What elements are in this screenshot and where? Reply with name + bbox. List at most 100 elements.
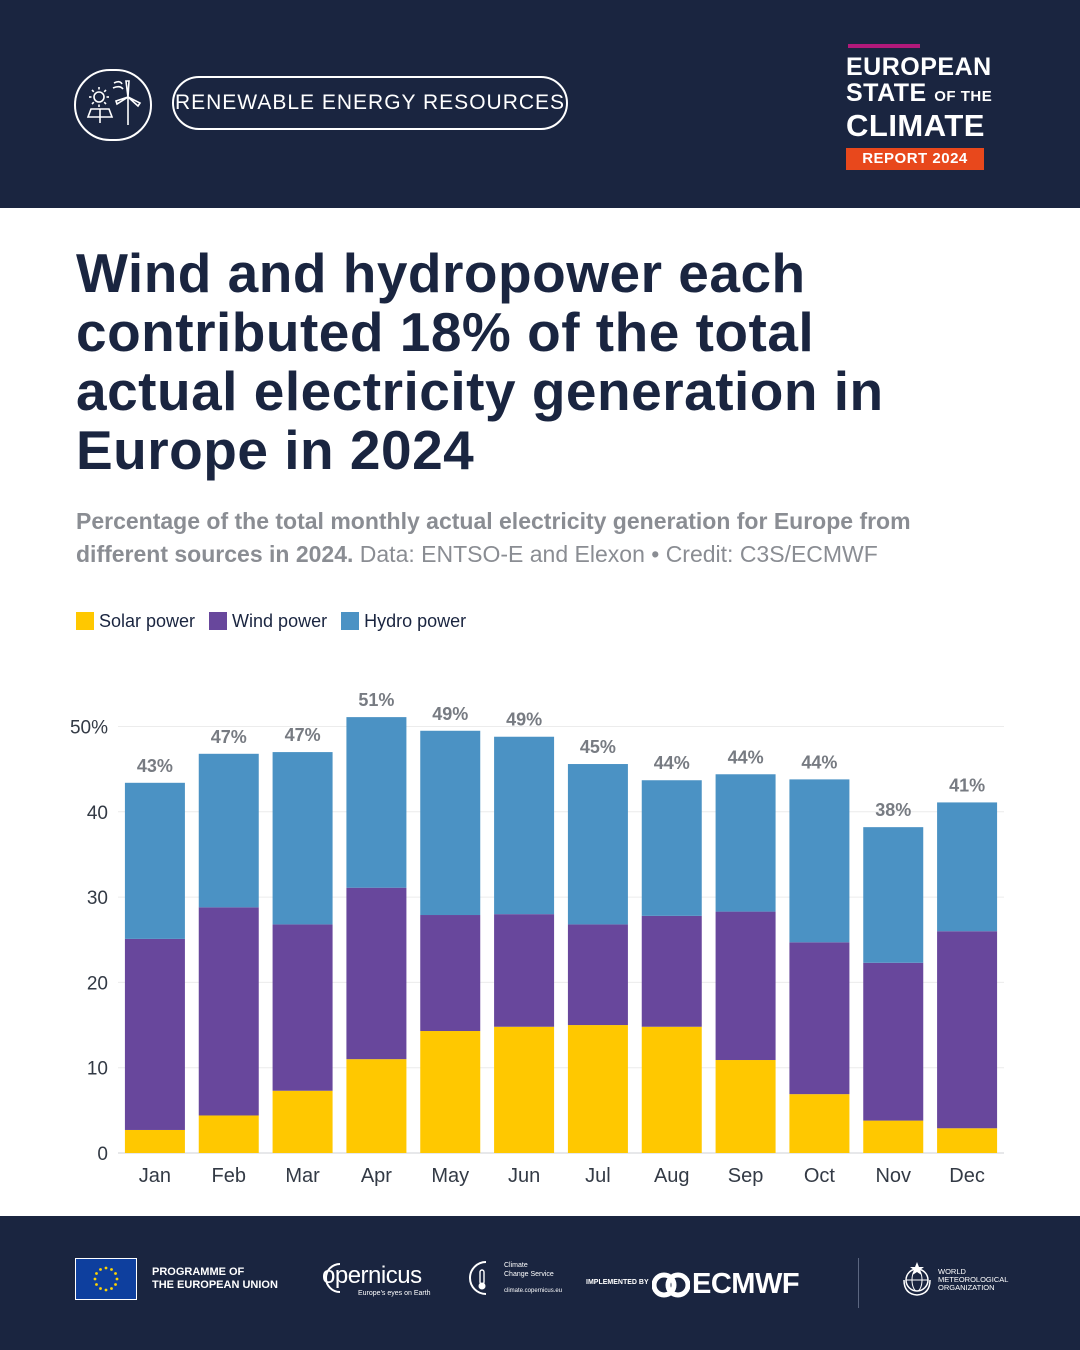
- bar-total-label: 44%: [654, 753, 690, 773]
- x-tick-label: Jun: [508, 1165, 540, 1187]
- report-line-3: CLIMATE: [846, 108, 985, 143]
- bar-segment-hydro-power: [789, 779, 850, 943]
- bar-segment-wind-power: [937, 931, 998, 1129]
- bar-segment-wind-power: [567, 924, 628, 1026]
- eu-star: [99, 1268, 102, 1271]
- bar-segment-solar-power: [937, 1128, 998, 1153]
- bar-segment-wind-power: [715, 911, 776, 1061]
- bar-total-label: 49%: [432, 704, 468, 724]
- bar-segment-solar-power: [198, 1115, 259, 1153]
- legend-label-wind: Wind power: [232, 610, 328, 631]
- x-tick-label: Apr: [361, 1165, 392, 1187]
- copernicus-wordmark: opernicus: [322, 1262, 422, 1289]
- bar-segment-solar-power: [272, 1090, 333, 1153]
- bar-segment-solar-power: [346, 1059, 407, 1153]
- bar-total-label: 49%: [506, 710, 542, 730]
- c3s-name: Climate Change Service: [504, 1261, 554, 1279]
- x-tick-label: Sep: [728, 1165, 764, 1187]
- bar-segment-solar-power: [641, 1026, 702, 1153]
- legend-label-solar: Solar power: [99, 610, 196, 631]
- topic-label: RENEWABLE ENERGY RESOURCES: [172, 76, 568, 130]
- report-line-2-big: STATE: [846, 79, 927, 107]
- bar-segment-solar-power: [789, 1094, 850, 1153]
- report-line-2-small: OF THE: [934, 88, 993, 105]
- copernicus-logo: opernicus Europe's eyes on Earth: [318, 1258, 438, 1298]
- page-title: Wind and hydropower each contributed 18%…: [76, 242, 884, 481]
- bar-segment-hydro-power: [124, 782, 185, 939]
- c3s-logo: Climate Change Service climate.copernicu…: [464, 1258, 564, 1298]
- eu-star: [104, 1288, 108, 1292]
- bar-total-label: 41%: [949, 775, 985, 795]
- report-line-1: EUROPEAN: [846, 53, 992, 81]
- legend-item-hydro: Hydro power: [341, 611, 466, 632]
- bar-segment-wind-power: [272, 924, 333, 1091]
- x-tick-label: Nov: [875, 1165, 911, 1187]
- legend-item-solar: Solar power: [76, 611, 195, 632]
- bar-segment-hydro-power: [272, 752, 333, 925]
- legend-swatch-wind: [209, 612, 228, 630]
- chart-subtitle: Percentage of the total monthly actual e…: [76, 505, 936, 571]
- bar-total-label: 51%: [358, 690, 394, 710]
- legend-item-wind: Wind power: [209, 611, 327, 632]
- eu-line-1: PROGRAMME OF: [152, 1266, 245, 1278]
- report-year-tag: REPORT 2024: [846, 148, 984, 170]
- bar-segment-wind-power: [494, 914, 555, 1027]
- eu-line-2: THE EUROPEAN UNION: [152, 1279, 278, 1291]
- y-tick-label: 50%: [70, 718, 108, 739]
- y-tick-label: 10: [87, 1059, 108, 1080]
- eu-star: [110, 1268, 113, 1271]
- bar-segment-wind-power: [198, 907, 259, 1116]
- bar-segment-hydro-power: [937, 802, 998, 932]
- bar-segment-hydro-power: [420, 730, 481, 916]
- bar-segment-solar-power: [567, 1025, 628, 1153]
- report-accent-bar: [848, 44, 920, 48]
- eu-star: [95, 1272, 98, 1275]
- bar-segment-hydro-power: [198, 753, 259, 908]
- bar-total-label: 47%: [211, 727, 247, 747]
- bar-segment-wind-power: [789, 942, 850, 1095]
- copernicus-tagline: Europe's eyes on Earth: [358, 1290, 431, 1297]
- bar-segment-wind-power: [863, 962, 924, 1121]
- bar-segment-hydro-power: [863, 827, 924, 963]
- x-tick-label: Jan: [139, 1165, 171, 1187]
- y-tick-label: 40: [87, 803, 108, 824]
- eu-star: [115, 1277, 119, 1281]
- ecmwf-logo: ECMWF: [652, 1268, 822, 1302]
- wmo-name: WORLD METEOROLOGICAL ORGANIZATION: [938, 1268, 1008, 1292]
- c3s-line-2: Change Service: [504, 1271, 554, 1278]
- eu-star: [99, 1287, 102, 1290]
- bar-segment-solar-power: [420, 1031, 481, 1153]
- legend-swatch-solar: [76, 612, 94, 630]
- report-logo: EUROPEAN STATE OF THE CLIMATE REPORT 202…: [846, 44, 992, 170]
- bar-total-label: 44%: [801, 752, 837, 772]
- implemented-by-label: IMPLEMENTED BY: [586, 1279, 649, 1286]
- bar-segment-hydro-power: [641, 780, 702, 916]
- eu-star: [114, 1283, 117, 1286]
- x-tick-label: Aug: [654, 1165, 690, 1187]
- subtitle-strong: Percentage of the total monthly actual e…: [76, 508, 911, 567]
- wmo-logo: WORLD METEOROLOGICAL ORGANIZATION: [900, 1260, 1020, 1300]
- x-tick-label: Oct: [804, 1165, 836, 1187]
- bar-total-label: 38%: [875, 800, 911, 820]
- wmo-line-3: ORGANIZATION: [938, 1283, 995, 1292]
- bar-segment-solar-power: [494, 1026, 555, 1153]
- x-tick-label: Mar: [285, 1165, 320, 1187]
- eu-star: [104, 1266, 108, 1270]
- bar-segment-wind-power: [124, 938, 185, 1130]
- eu-star: [93, 1277, 97, 1281]
- bar-segment-wind-power: [420, 915, 481, 1032]
- footer-banner: [0, 1216, 1080, 1350]
- bar-segment-solar-power: [124, 1129, 185, 1153]
- y-tick-label: 20: [87, 973, 108, 994]
- stacked-bar-chart: 0 10 20 30 40 50% 43% Jan 47% Feb 47% Mar 51% Apr 49% M…: [70, 690, 1004, 1187]
- footer-divider: [858, 1258, 859, 1308]
- eu-programme-text: PROGRAMME OF THE EUROPEAN UNION: [152, 1266, 278, 1292]
- bar-segment-wind-power: [641, 915, 702, 1027]
- x-tick-label: Dec: [949, 1165, 985, 1187]
- bar-total-label: 44%: [728, 747, 764, 767]
- renewable-energy-icon: [74, 69, 152, 141]
- x-tick-label: May: [431, 1165, 469, 1187]
- bar-segment-solar-power: [863, 1120, 924, 1153]
- chart-legend: Solar power Wind power Hydro power: [76, 609, 480, 633]
- bar-segment-wind-power: [346, 887, 407, 1060]
